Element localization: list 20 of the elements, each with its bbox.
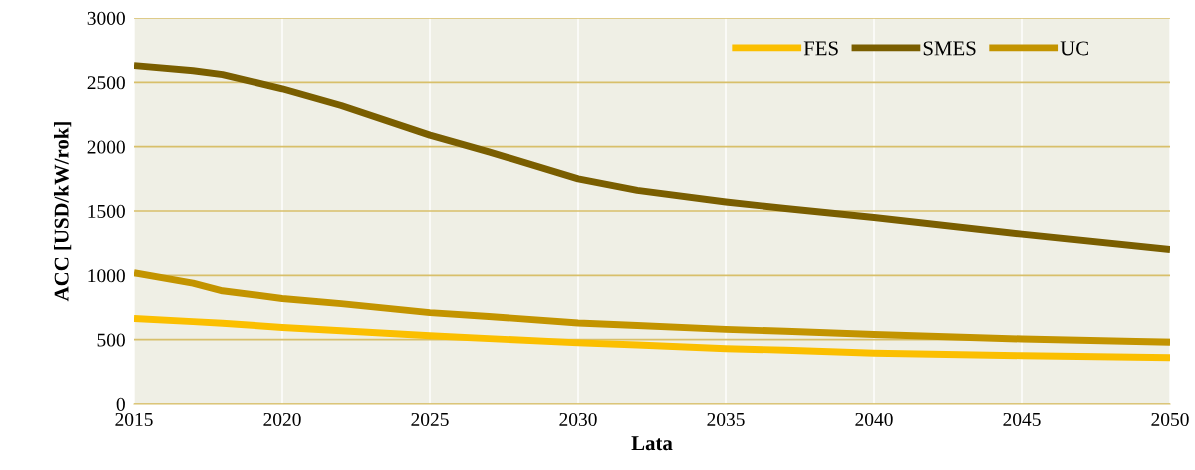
legend-label: UC (1060, 41, 1088, 56)
x-tick-label: 2045 (1003, 412, 1041, 427)
x-axis-title: Lata (631, 436, 673, 451)
legend-label: FES (803, 41, 838, 56)
x-tick-label: 2030 (559, 412, 597, 427)
x-tick-label: 2035 (707, 412, 745, 427)
y-tick-label: 1000 (88, 269, 125, 283)
y-axis-title: ACC [USD/kW/rok] (54, 122, 72, 302)
x-tick-label: 2015 (115, 412, 153, 427)
x-tick-label: 2040 (855, 412, 893, 427)
x-tick-label: 2020 (263, 412, 301, 427)
y-tick-label: 500 (97, 333, 125, 347)
y-tick-label: 3000 (87, 11, 125, 25)
x-tick-label: 2025 (411, 412, 449, 427)
x-tick-label: 2050 (1151, 412, 1189, 427)
y-tick-label: 2000 (87, 140, 125, 154)
legend-label: SMES (923, 41, 976, 56)
y-tick-label: 0 (116, 397, 125, 411)
y-tick-label: 1500 (88, 204, 125, 218)
y-tick-label: 2500 (87, 76, 125, 90)
